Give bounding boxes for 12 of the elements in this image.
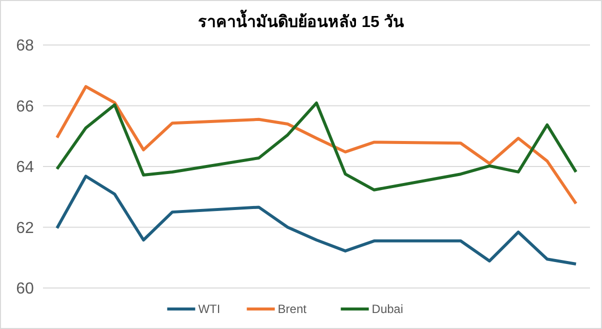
line-series <box>56 174 578 266</box>
y-tick-label: 62 <box>16 220 34 237</box>
legend-label: WTI <box>198 302 220 316</box>
legend-label: Brent <box>278 302 308 316</box>
chart-title: ราคาน้ำมันดิบย้อนหลัง 15 วัน <box>198 9 404 31</box>
y-tick-label: 68 <box>16 38 34 55</box>
y-tick-label: 60 <box>16 280 34 298</box>
line-series <box>56 102 578 192</box>
line-series <box>56 85 578 206</box>
legend-label: Dubai <box>372 302 404 316</box>
y-tick-label: 64 <box>16 159 34 176</box>
y-tick-label: 66 <box>16 98 34 116</box>
